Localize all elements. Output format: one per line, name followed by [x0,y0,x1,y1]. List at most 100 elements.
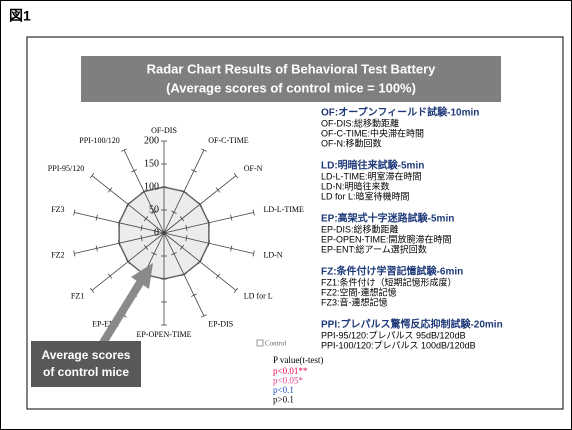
tick-mark [252,209,255,216]
chart-title: Radar Chart Results of Behavioral Test B… [147,61,436,76]
axis-label: EP-DIS [208,320,233,329]
tick-mark [131,169,137,173]
tick-mark [179,244,185,250]
tick-mark [118,240,121,247]
annotation-text: of control mice [43,365,129,379]
tick-mark [207,240,210,247]
annotation-box [31,341,141,387]
tick-mark [151,252,157,256]
tick-mark [125,201,131,207]
tick-mark [201,148,207,152]
note-heading: EP:高架式十字迷路試験-5min [321,212,454,225]
tick-mark [191,293,197,297]
note-line: EP-OPEN-TIME:開放腕滞在時間 [321,233,452,244]
tick-mark [181,189,187,194]
pvalue-item: p>0.1 [273,395,294,405]
note-line: FZ1:条件付け（短期記憶形成度） [321,276,457,287]
note-line: OF-C-TIME:中央滞在時間 [321,127,424,138]
note-line: FZ2:空間-連想記憶 [321,286,397,297]
axis-label: EP-ENT [92,320,120,329]
tick-mark [141,189,147,194]
note-line: PPI-95/120:プレパルス 95dB/120dB [321,330,466,340]
tick-mark [73,209,76,216]
axis-label: FZ2 [51,251,64,260]
axis-label: FZ1 [71,291,84,300]
note-line: LD-N:明暗往来数 [321,180,390,191]
tick-mark [252,250,255,257]
tick-mark [89,173,95,179]
tick-mark [230,245,233,252]
tick-mark [215,273,221,279]
note-line: EP-DIS:総移動距離 [321,223,399,234]
tick-mark [179,216,185,222]
legend-swatch [256,339,264,347]
tick-mark [171,252,177,256]
y-tick-label: 200 [144,135,159,146]
y-tick-label: 100 [144,181,159,192]
tick-mark [233,173,239,179]
note-heading: OF:オープンフィールド試験-10min [321,106,479,119]
note-line: OF-DIS:総移動距離 [321,117,399,128]
tick-mark [140,224,143,231]
y-tick-label: 50 [149,204,159,215]
axis-label: LD-N [263,251,282,260]
axis-label: PPI-95/120 [48,164,84,173]
note-heading: FZ:条件付け学習記憶試験-6min [321,265,463,278]
note-line: EP-ENT:総アーム選択回数 [321,243,427,254]
note-line: LD-L-TIME:明室滞在時間 [321,170,422,181]
tick-mark [185,235,188,242]
title-banner [81,56,501,102]
axis-label: PPI-100/120 [79,136,119,145]
tick-mark [107,187,113,193]
tick-mark [230,214,233,221]
y-tick-label: 0 [154,227,159,238]
tick-mark [107,273,113,279]
note-line: LD for L:暗室待機時間 [321,190,410,201]
axis-label: EP-OPEN-TIME [136,330,191,339]
legend-label: Control [265,340,286,348]
chart-subtitle: (Average scores of control mice = 100%) [166,80,416,95]
pvalue-item: p<0.1 [273,385,294,395]
tick-mark [151,210,157,214]
tick-mark [233,287,239,293]
tick-mark [215,187,221,193]
slide-frame [26,36,564,410]
tick-mark [95,245,98,252]
tick-mark [207,219,210,226]
axis-label: OF-C-TIME [208,136,249,145]
tick-mark [201,314,207,318]
tick-mark [89,287,95,293]
note-line: OF-N:移動回数 [321,137,382,148]
tick-mark [143,216,149,222]
tick-mark [191,169,197,173]
tick-mark [121,148,127,152]
tick-mark [140,235,143,242]
axis-label: OF-N [244,164,263,173]
tick-mark [197,201,203,207]
annotation-text: Average scores [42,348,131,362]
tick-mark [143,244,149,250]
arrow-shaft [97,278,145,349]
axis-label: LD for L [244,291,273,300]
axis-label: LD-L-TIME [263,205,304,214]
pvalue-title: P value(t-test) [273,355,323,365]
arrow-head [131,263,153,289]
note-line: PPI-100/120:プレパルス 100dB/120dB [321,340,476,350]
tick-mark [118,219,121,226]
tick-mark [171,210,177,214]
note-heading: PPI:プレパルス驚愕反応抑制試験-20min [321,318,503,331]
y-tick-label: 150 [144,158,159,169]
axis-label: OF-DIS [151,126,177,135]
pvalue-item: p<0.01** [273,366,308,376]
note-heading: LD:明暗往来試験-5min [321,159,424,172]
figure-label: 図1 [9,8,31,24]
tick-mark [125,259,131,265]
tick-mark [181,272,187,277]
note-line: FZ3:音-連想記憶 [321,296,388,307]
tick-mark [95,214,98,221]
tick-mark [73,250,76,257]
tick-mark [185,224,188,231]
axis-label: FZ3 [51,205,64,214]
